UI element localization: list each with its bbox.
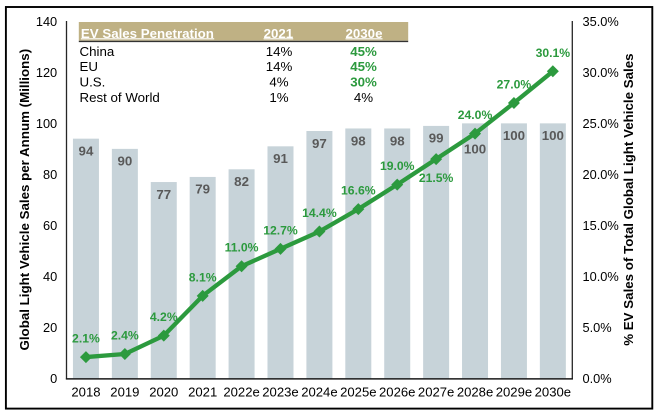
- svg-text:35.0%: 35.0%: [583, 14, 619, 29]
- svg-text:140: 140: [36, 14, 57, 29]
- svg-text:U.S.: U.S.: [80, 75, 106, 90]
- svg-text:2019: 2019: [110, 385, 139, 400]
- svg-text:2020: 2020: [149, 385, 178, 400]
- svg-text:91: 91: [273, 151, 288, 166]
- svg-text:19.0%: 19.0%: [380, 159, 415, 173]
- svg-text:10.0%: 10.0%: [583, 269, 619, 284]
- svg-text:98: 98: [351, 133, 366, 148]
- svg-text:2028e: 2028e: [457, 385, 493, 400]
- svg-text:77: 77: [156, 187, 171, 202]
- svg-text:2.1%: 2.1%: [72, 332, 100, 346]
- svg-text:EU: EU: [80, 59, 98, 74]
- svg-text:2023e: 2023e: [262, 385, 298, 400]
- svg-text:12.7%: 12.7%: [263, 223, 298, 237]
- svg-text:4.2%: 4.2%: [150, 310, 178, 324]
- svg-text:45%: 45%: [350, 44, 377, 59]
- svg-text:4%: 4%: [354, 90, 373, 105]
- svg-text:2022e: 2022e: [223, 385, 259, 400]
- svg-text:0.0%: 0.0%: [583, 371, 612, 386]
- svg-text:2030e: 2030e: [535, 385, 571, 400]
- svg-text:100: 100: [36, 116, 57, 131]
- svg-text:14%: 14%: [266, 59, 293, 74]
- svg-text:15.0%: 15.0%: [583, 218, 619, 233]
- svg-text:25.0%: 25.0%: [583, 116, 619, 131]
- svg-text:% EV Sales of Total Global Lig: % EV Sales of Total Global Light Vehicle…: [621, 53, 636, 345]
- svg-text:4%: 4%: [269, 75, 288, 90]
- svg-text:2025e: 2025e: [340, 385, 376, 400]
- svg-text:0: 0: [50, 371, 57, 386]
- svg-text:94: 94: [79, 143, 94, 158]
- svg-text:120: 120: [36, 65, 57, 80]
- svg-text:5.0%: 5.0%: [583, 320, 612, 335]
- svg-text:100: 100: [503, 128, 525, 143]
- svg-text:97: 97: [312, 136, 327, 151]
- svg-text:2021: 2021: [188, 385, 217, 400]
- svg-text:20: 20: [43, 320, 57, 335]
- svg-text:30.1%: 30.1%: [536, 46, 571, 60]
- svg-text:100: 100: [464, 141, 486, 156]
- svg-text:40: 40: [43, 269, 57, 284]
- svg-text:27.0%: 27.0%: [497, 77, 532, 91]
- svg-text:2029e: 2029e: [496, 385, 532, 400]
- svg-text:30%: 30%: [350, 75, 377, 90]
- svg-text:16.6%: 16.6%: [341, 184, 376, 198]
- svg-text:8.1%: 8.1%: [189, 270, 217, 284]
- svg-text:11.0%: 11.0%: [225, 241, 259, 255]
- svg-text:2027e: 2027e: [418, 385, 454, 400]
- svg-text:2026e: 2026e: [379, 385, 415, 400]
- svg-text:2.4%: 2.4%: [111, 329, 139, 343]
- svg-text:14%: 14%: [266, 44, 293, 59]
- svg-text:99: 99: [429, 131, 444, 146]
- svg-text:45%: 45%: [350, 59, 377, 74]
- svg-text:90: 90: [117, 154, 132, 169]
- svg-text:21.5%: 21.5%: [419, 171, 454, 185]
- svg-text:60: 60: [43, 218, 57, 233]
- svg-text:2021: 2021: [264, 26, 294, 41]
- svg-text:Global Light Vehicle Sales per: Global Light Vehicle Sales per Annum (Mi…: [17, 49, 32, 351]
- svg-text:100: 100: [542, 128, 564, 143]
- svg-text:EV Sales Penetration: EV Sales Penetration: [81, 26, 214, 41]
- svg-text:20.0%: 20.0%: [583, 167, 619, 182]
- svg-text:14.4%: 14.4%: [302, 206, 337, 220]
- svg-text:24.0%: 24.0%: [458, 108, 493, 122]
- svg-text:2030e: 2030e: [346, 26, 383, 41]
- svg-text:China: China: [80, 44, 115, 59]
- svg-text:2018: 2018: [71, 385, 100, 400]
- svg-text:79: 79: [195, 182, 210, 197]
- svg-text:80: 80: [43, 167, 57, 182]
- svg-text:2024e: 2024e: [301, 385, 337, 400]
- svg-text:98: 98: [390, 133, 405, 148]
- svg-text:82: 82: [234, 174, 249, 189]
- svg-text:Rest of World: Rest of World: [80, 90, 160, 105]
- svg-text:1%: 1%: [269, 90, 288, 105]
- svg-text:30.0%: 30.0%: [583, 65, 619, 80]
